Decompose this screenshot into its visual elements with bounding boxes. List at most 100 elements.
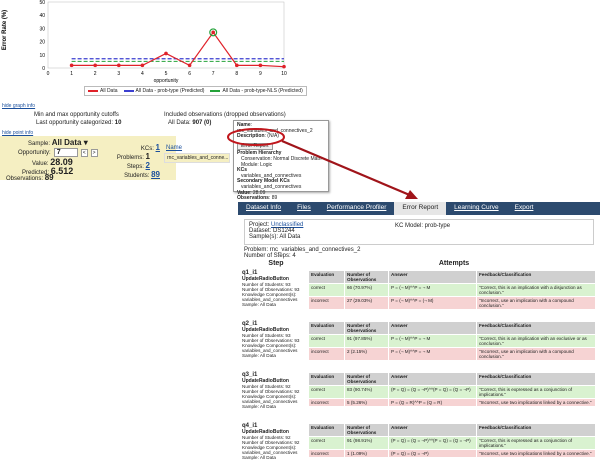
legend-item-all-data[interactable]: All Data [88, 88, 118, 94]
steps-link[interactable]: 2 [145, 161, 150, 170]
step-detail: Number of Students: 93 [242, 333, 291, 338]
step-detail: Number of Students: 93 [242, 282, 291, 287]
data-point[interactable] [211, 30, 215, 35]
step-title: q1_i1 [242, 270, 258, 276]
col-answer: Answer [388, 321, 477, 335]
x-tick-label: 2 [94, 71, 97, 77]
step-detail: Number of Observations: 92 [242, 389, 300, 394]
attempts-table: Evaluation Number of Observations Answer… [308, 423, 596, 458]
predicted-row: Predicted: 6.512 [22, 166, 74, 176]
x-tick-label: 9 [259, 71, 262, 77]
step-detail: Sample: All Data [242, 353, 276, 358]
feedback-cell: "Correct, this is an implication with a … [476, 283, 596, 297]
data-point[interactable] [164, 51, 168, 56]
feedback-cell: "Correct, this is expressed as a conjunc… [476, 385, 596, 399]
col-feedback: Feedback/Classification [476, 270, 596, 284]
attempts-table: Evaluation Number of Observations Answer… [308, 270, 596, 310]
step-detail: Sample: All Data [242, 404, 276, 409]
problems-row: Problems: 1 [116, 152, 150, 161]
x-tick-label: 8 [235, 71, 238, 77]
tab-performance-profiler[interactable]: Performance Profiler [326, 204, 387, 211]
feedback-cell: "Correct, this is expressed as a conjunc… [476, 436, 596, 450]
x-tick-label: 1 [70, 71, 73, 77]
observations-cell: 27 (29.03%) [344, 296, 389, 310]
step-detail: Knowledge Component(s): [242, 445, 297, 450]
answer-cell: P = (¬ M)^^P = (¬ M) [388, 296, 477, 310]
feedback-cell: "Incorrect, use two implications linked … [476, 398, 596, 407]
observations-cell: 1 (1.09%) [344, 449, 389, 458]
sample-select[interactable]: All Data ▾ [51, 138, 88, 147]
students-row: Students: 89 [124, 170, 160, 179]
col-answer: Answer [388, 423, 477, 437]
steps-row: Steps: 2 [126, 161, 150, 170]
data-point[interactable] [235, 63, 239, 68]
opportunity-input[interactable]: 7 [53, 148, 78, 157]
tab-files[interactable]: Files [297, 204, 311, 211]
data-point[interactable] [258, 63, 263, 68]
tab-learning-curve[interactable]: Learning Curve [454, 204, 499, 211]
step-subtitle: UpdateRadioButton [242, 429, 289, 435]
project-link[interactable]: Unclassified [271, 222, 304, 228]
tab-export[interactable]: Export [514, 204, 534, 211]
next-opportunity-button[interactable]: > [90, 148, 98, 157]
name-header[interactable]: Name [166, 145, 183, 151]
y-tick-label: 30 [39, 26, 45, 32]
y-tick-label: 0 [42, 66, 45, 72]
problem-name-cell[interactable]: rnc_variables_and_conne... [164, 153, 230, 163]
col-observations: Number of Observations [344, 270, 389, 284]
step-detail: Knowledge Component(s): [242, 394, 297, 399]
col-observations: Number of Observations [344, 423, 389, 437]
data-point[interactable] [93, 63, 97, 68]
hide-graph-info-link[interactable]: hide graph info [2, 103, 36, 109]
kcs-link[interactable]: 1 [155, 143, 160, 152]
point-info-panel [0, 136, 176, 180]
y-tick-label: 10 [39, 53, 45, 59]
step-title: q3_i1 [242, 372, 258, 378]
evaluation-cell: incorrect [308, 296, 345, 310]
attempt-row: correct 83 (90.74%) (P = Q) = (Q = ¬P)^^… [308, 385, 596, 399]
num-steps: Number of Steps: 4 [244, 253, 296, 259]
data-point[interactable] [140, 63, 145, 68]
x-tick-label: 7 [212, 71, 215, 77]
col-evaluation: Evaluation [308, 423, 345, 437]
col-answer: Answer [388, 270, 477, 284]
chart-legend: All Data All Data - prob-type (Predicted… [84, 86, 307, 96]
legend-item-prob-type[interactable]: All Data - prob-type (Predicted) [123, 88, 204, 94]
evaluation-cell: correct [308, 385, 345, 399]
y-axis-label: Error Rate (%) [2, 10, 8, 50]
evaluation-cell: incorrect [308, 449, 345, 458]
step-header: Step [268, 260, 284, 267]
answer-cell: (P = Q) = (Q = ¬P) [388, 449, 477, 458]
attempts-header: Attempts [438, 260, 470, 267]
observations-row: Observations: 89 [6, 173, 54, 182]
step-block: q3_i1 UpdateRadioButton Number of Studen… [242, 370, 596, 420]
selected-point-marker[interactable] [209, 28, 218, 37]
tab-error-report[interactable]: Error Report [394, 202, 447, 215]
step-title: q4_i1 [242, 423, 258, 429]
hide-point-info-link[interactable]: hide point info [2, 130, 34, 136]
step-detail: Sample: All Data [242, 455, 276, 460]
evaluation-cell: correct [308, 334, 345, 348]
all-data-row: All Data: 907 (0) [168, 120, 212, 126]
data-point[interactable] [69, 63, 74, 68]
step-title: q2_i1 [242, 321, 258, 327]
students-link[interactable]: 89 [151, 170, 160, 179]
x-tick-label: 3 [117, 71, 120, 77]
value-row: Value: 28.09 [32, 157, 73, 167]
last-opportunity: Last opportunity categorized: 10 [36, 120, 122, 126]
step-block: q1_i1 UpdateRadioButton Number of Studen… [242, 268, 596, 318]
attempt-row: incorrect 5 (5.26%) P = (Q = R)^^P = (Q … [308, 398, 596, 407]
y-tick-label: 20 [39, 40, 45, 46]
prev-opportunity-button[interactable]: < [80, 148, 88, 157]
step-detail: variables_and_connectives [242, 297, 298, 302]
data-point[interactable] [282, 64, 286, 69]
legend-swatch [88, 90, 98, 92]
data-point[interactable] [187, 63, 192, 68]
answer-cell: P = (¬ M)^^P = ¬ M [388, 334, 477, 348]
tab-dataset-info[interactable]: Dataset Info [246, 204, 282, 211]
x-axis-label: opportunity [154, 78, 179, 84]
legend-item-prob-type-nls[interactable]: All Data - prob-type-NLS (Predicted) [210, 88, 303, 94]
step-subtitle: UpdateRadioButton [242, 378, 289, 384]
data-point[interactable] [117, 63, 121, 68]
observations-cell: 5 (5.26%) [344, 398, 389, 407]
